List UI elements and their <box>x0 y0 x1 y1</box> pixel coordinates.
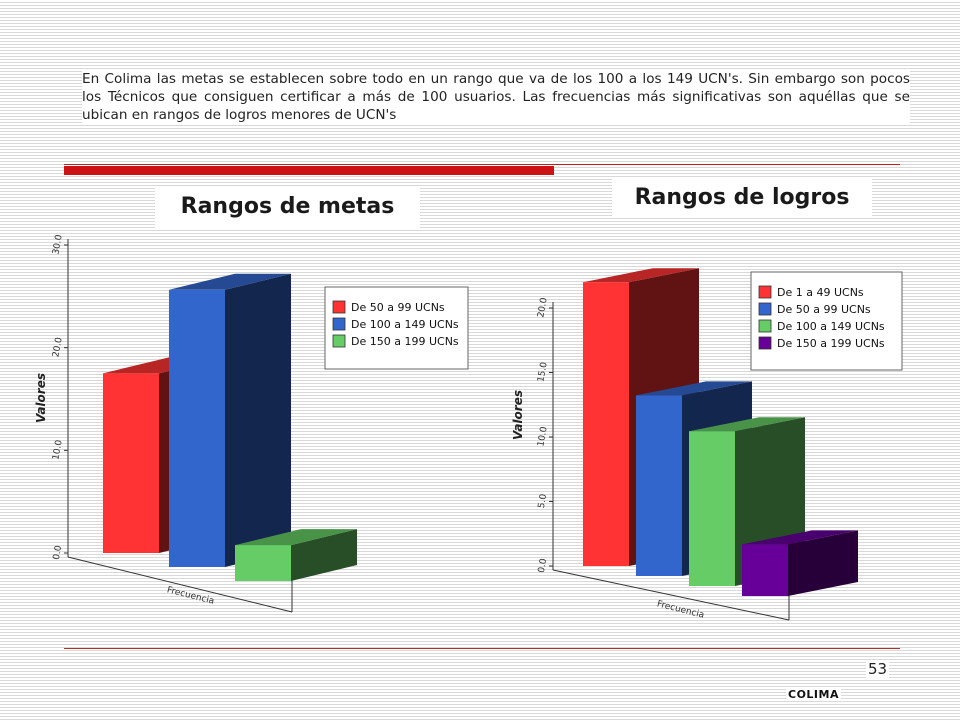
top-red-bar <box>64 166 554 175</box>
y-tick-label: 5.0 <box>537 493 549 509</box>
intro-paragraph: En Colima las metas se establecen sobre … <box>82 70 910 124</box>
bar-2-side-face <box>225 273 291 567</box>
legend-swatch <box>332 317 346 331</box>
legend-label: De 50 a 99 UCNs <box>777 303 871 316</box>
y-tick-label: 0.0 <box>52 544 64 560</box>
legend-swatch <box>758 336 772 350</box>
bar-3-front-face <box>689 431 735 586</box>
bar-2-front-face <box>636 395 682 576</box>
bar-4-front-face <box>742 544 788 596</box>
legend-box <box>750 271 903 371</box>
bar-4-side-face <box>788 530 858 596</box>
bar-3-front-face <box>235 545 291 581</box>
legend-label: De 100 a 149 UCNs <box>351 318 459 331</box>
x-axis-title: Frecuencia <box>656 599 705 620</box>
x-axis-floor-line <box>67 556 293 613</box>
y-axis-title: Valores <box>34 373 48 423</box>
top-divider-line <box>64 164 900 165</box>
chart-title-metas: Rangos de metas <box>155 186 420 228</box>
bar-1-front-face <box>103 373 159 553</box>
legend-swatch <box>332 300 346 314</box>
bar-1-front-face <box>583 282 629 566</box>
bottom-divider-line <box>64 648 900 649</box>
y-tick-label: 20.0 <box>536 297 549 319</box>
legend-label: De 50 a 99 UCNs <box>351 301 445 314</box>
legend-swatch <box>758 319 772 333</box>
bar-3-top-face <box>235 529 357 546</box>
legend-swatch <box>758 302 772 316</box>
bar-2-top-face <box>636 381 752 396</box>
y-tick-label: 15.0 <box>536 361 549 383</box>
x-axis-floor-line <box>552 569 790 621</box>
bar-2-top-face <box>169 273 291 290</box>
y-tick-label: 0.0 <box>537 557 549 573</box>
legend-box <box>324 286 469 370</box>
legend-label: De 100 a 149 UCNs <box>777 320 885 333</box>
bar-3-top-face <box>689 417 805 432</box>
y-tick-label: 10.0 <box>536 426 549 448</box>
y-tick-label: 20.0 <box>51 336 64 358</box>
footer-label: COLIMA <box>786 688 841 701</box>
legend-swatch <box>332 334 346 348</box>
page-number: 53 <box>866 660 890 678</box>
y-tick-label: 30.0 <box>51 234 64 256</box>
y-axis-title: Valores <box>511 390 525 440</box>
legend-label: De 150 a 199 UCNs <box>351 335 459 348</box>
legend-label: De 150 a 199 UCNs <box>777 337 885 350</box>
chart-title-logros: Rangos de logros <box>612 178 872 218</box>
legend-label: De 1 a 49 UCNs <box>777 286 864 299</box>
bar-4-top-face <box>742 530 858 545</box>
legend-swatch <box>758 285 772 299</box>
bar-2-front-face <box>169 289 225 567</box>
bar-3-side-face <box>291 529 357 581</box>
y-tick-label: 10.0 <box>51 439 64 461</box>
bar-1-top-face <box>583 268 699 283</box>
